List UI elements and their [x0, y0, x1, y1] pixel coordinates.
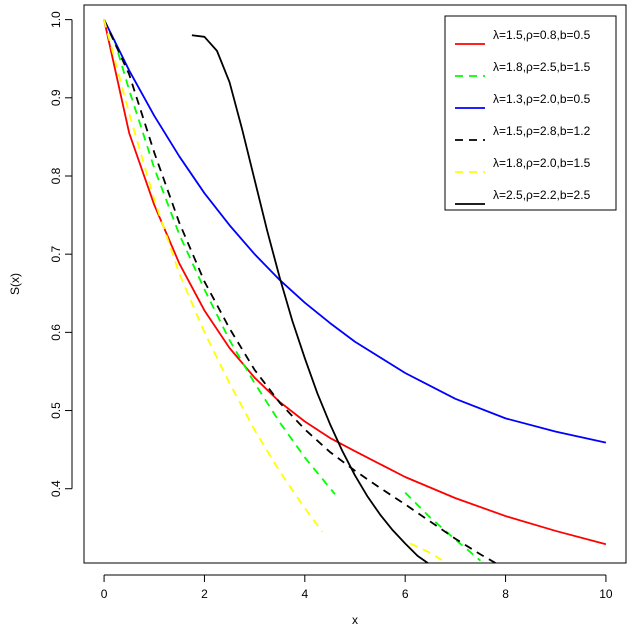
y-axis: 0.4 0.5 0.6 0.7 0.8 0.9 1.0 [49, 11, 73, 497]
curves [103, 19, 607, 563]
y-tick-label: 0.5 [49, 402, 63, 419]
series-line-4 [103, 19, 496, 563]
series-line-6 [191, 34, 429, 563]
legend-box [444, 15, 617, 211]
y-tick-label: 0.7 [49, 246, 63, 263]
y-tick-label: 1.0 [49, 11, 63, 28]
x-axis: 0 2 4 6 8 10 [101, 574, 613, 601]
y-tick-label: 0.6 [49, 324, 63, 341]
legend-label-5: λ=1.8,ρ=2.0,b=1.5 [493, 156, 591, 170]
series-line-5-seg2 [409, 542, 446, 563]
legend-label-1: λ=1.5,ρ=0.8,b=0.5 [493, 28, 591, 42]
x-tick-label: 10 [599, 587, 613, 601]
y-tick-label: 0.8 [49, 167, 63, 184]
y-tick-label: 0.9 [49, 89, 63, 106]
plot-area-border [83, 4, 627, 564]
series-line-5-seg1 [103, 19, 324, 533]
x-tick-label: 6 [402, 587, 409, 601]
x-tick-label: 0 [101, 587, 108, 601]
series-line-1 [103, 19, 607, 546]
x-axis-label: x [352, 613, 358, 627]
legend-label-3: λ=1.3,ρ=2.0,b=0.5 [493, 92, 591, 106]
series-line-3 [103, 19, 607, 444]
series-line-2-seg1 [113, 38, 336, 495]
legend-label-4: λ=1.5,ρ=2.8,b=1.2 [493, 124, 591, 138]
legend: λ=1.5,ρ=0.8,b=0.5 λ=1.8,ρ=2.5,b=1.5 λ=1.3,… [444, 15, 617, 211]
x-tick-label: 2 [201, 587, 208, 601]
series-line-2-seg2 [404, 491, 482, 562]
y-tick-label: 0.4 [49, 480, 63, 497]
x-tick-label: 4 [301, 587, 308, 601]
y-axis-label: S(x) [8, 273, 22, 295]
legend-label-6: λ=2.5,ρ=2.2,b=2.5 [493, 188, 591, 202]
legend-label-2: λ=1.8,ρ=2.5,b=1.5 [493, 60, 591, 74]
x-tick-label: 8 [502, 587, 509, 601]
